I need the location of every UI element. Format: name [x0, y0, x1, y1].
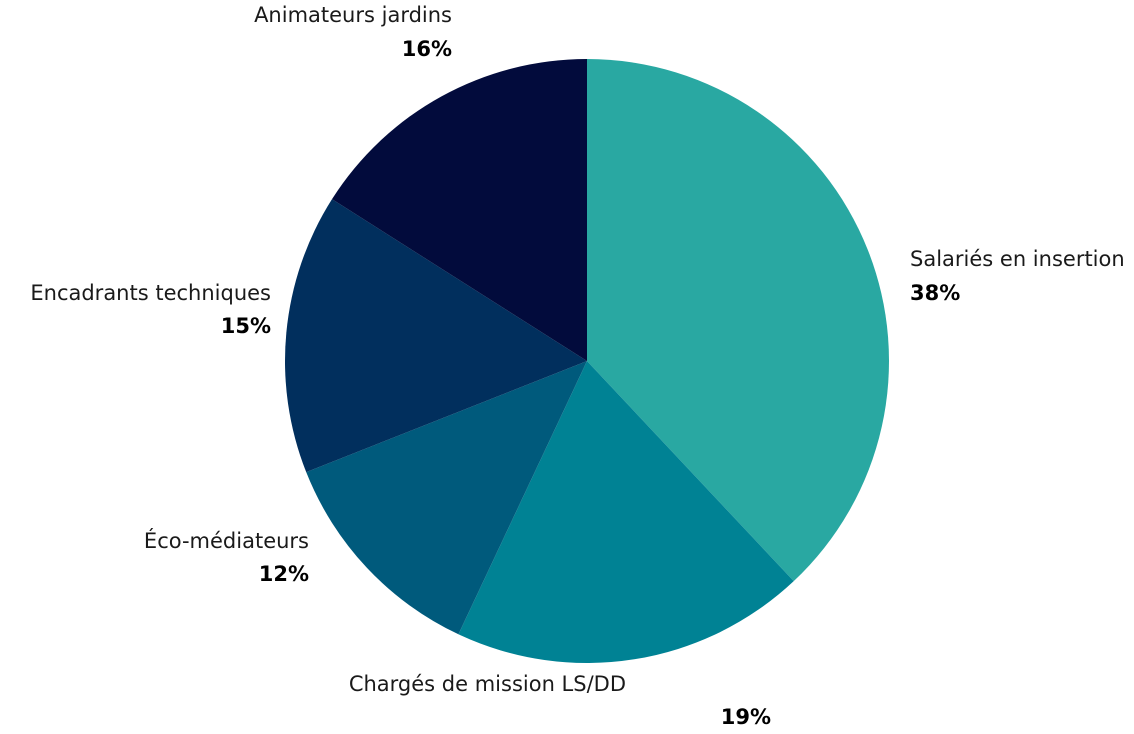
slice-value-label: 16% [402, 37, 452, 61]
pie-slice [458, 361, 794, 663]
slice-value-label: 38% [910, 281, 960, 305]
pie-slice [332, 59, 587, 361]
slice-label: Animateurs jardins [254, 3, 452, 27]
slice-value-label: 19% [721, 705, 771, 729]
pie-labels: Salariés en insertion 38% Chargés de missi… [30, 3, 1124, 729]
slice-label: Salariés en insertion [910, 247, 1125, 271]
slice-label: Encadrants techniques [30, 281, 271, 305]
pie-slice [306, 361, 587, 635]
slice-value-label: 12% [259, 562, 309, 586]
slice-label: Éco-médiateurs [144, 528, 309, 553]
pie-slice [285, 199, 587, 473]
slice-label: Chargés de mission LS/DD [349, 672, 626, 696]
slice-value-label: 15% [221, 314, 271, 338]
pie-slices [285, 59, 889, 663]
pie-slice [587, 59, 889, 582]
